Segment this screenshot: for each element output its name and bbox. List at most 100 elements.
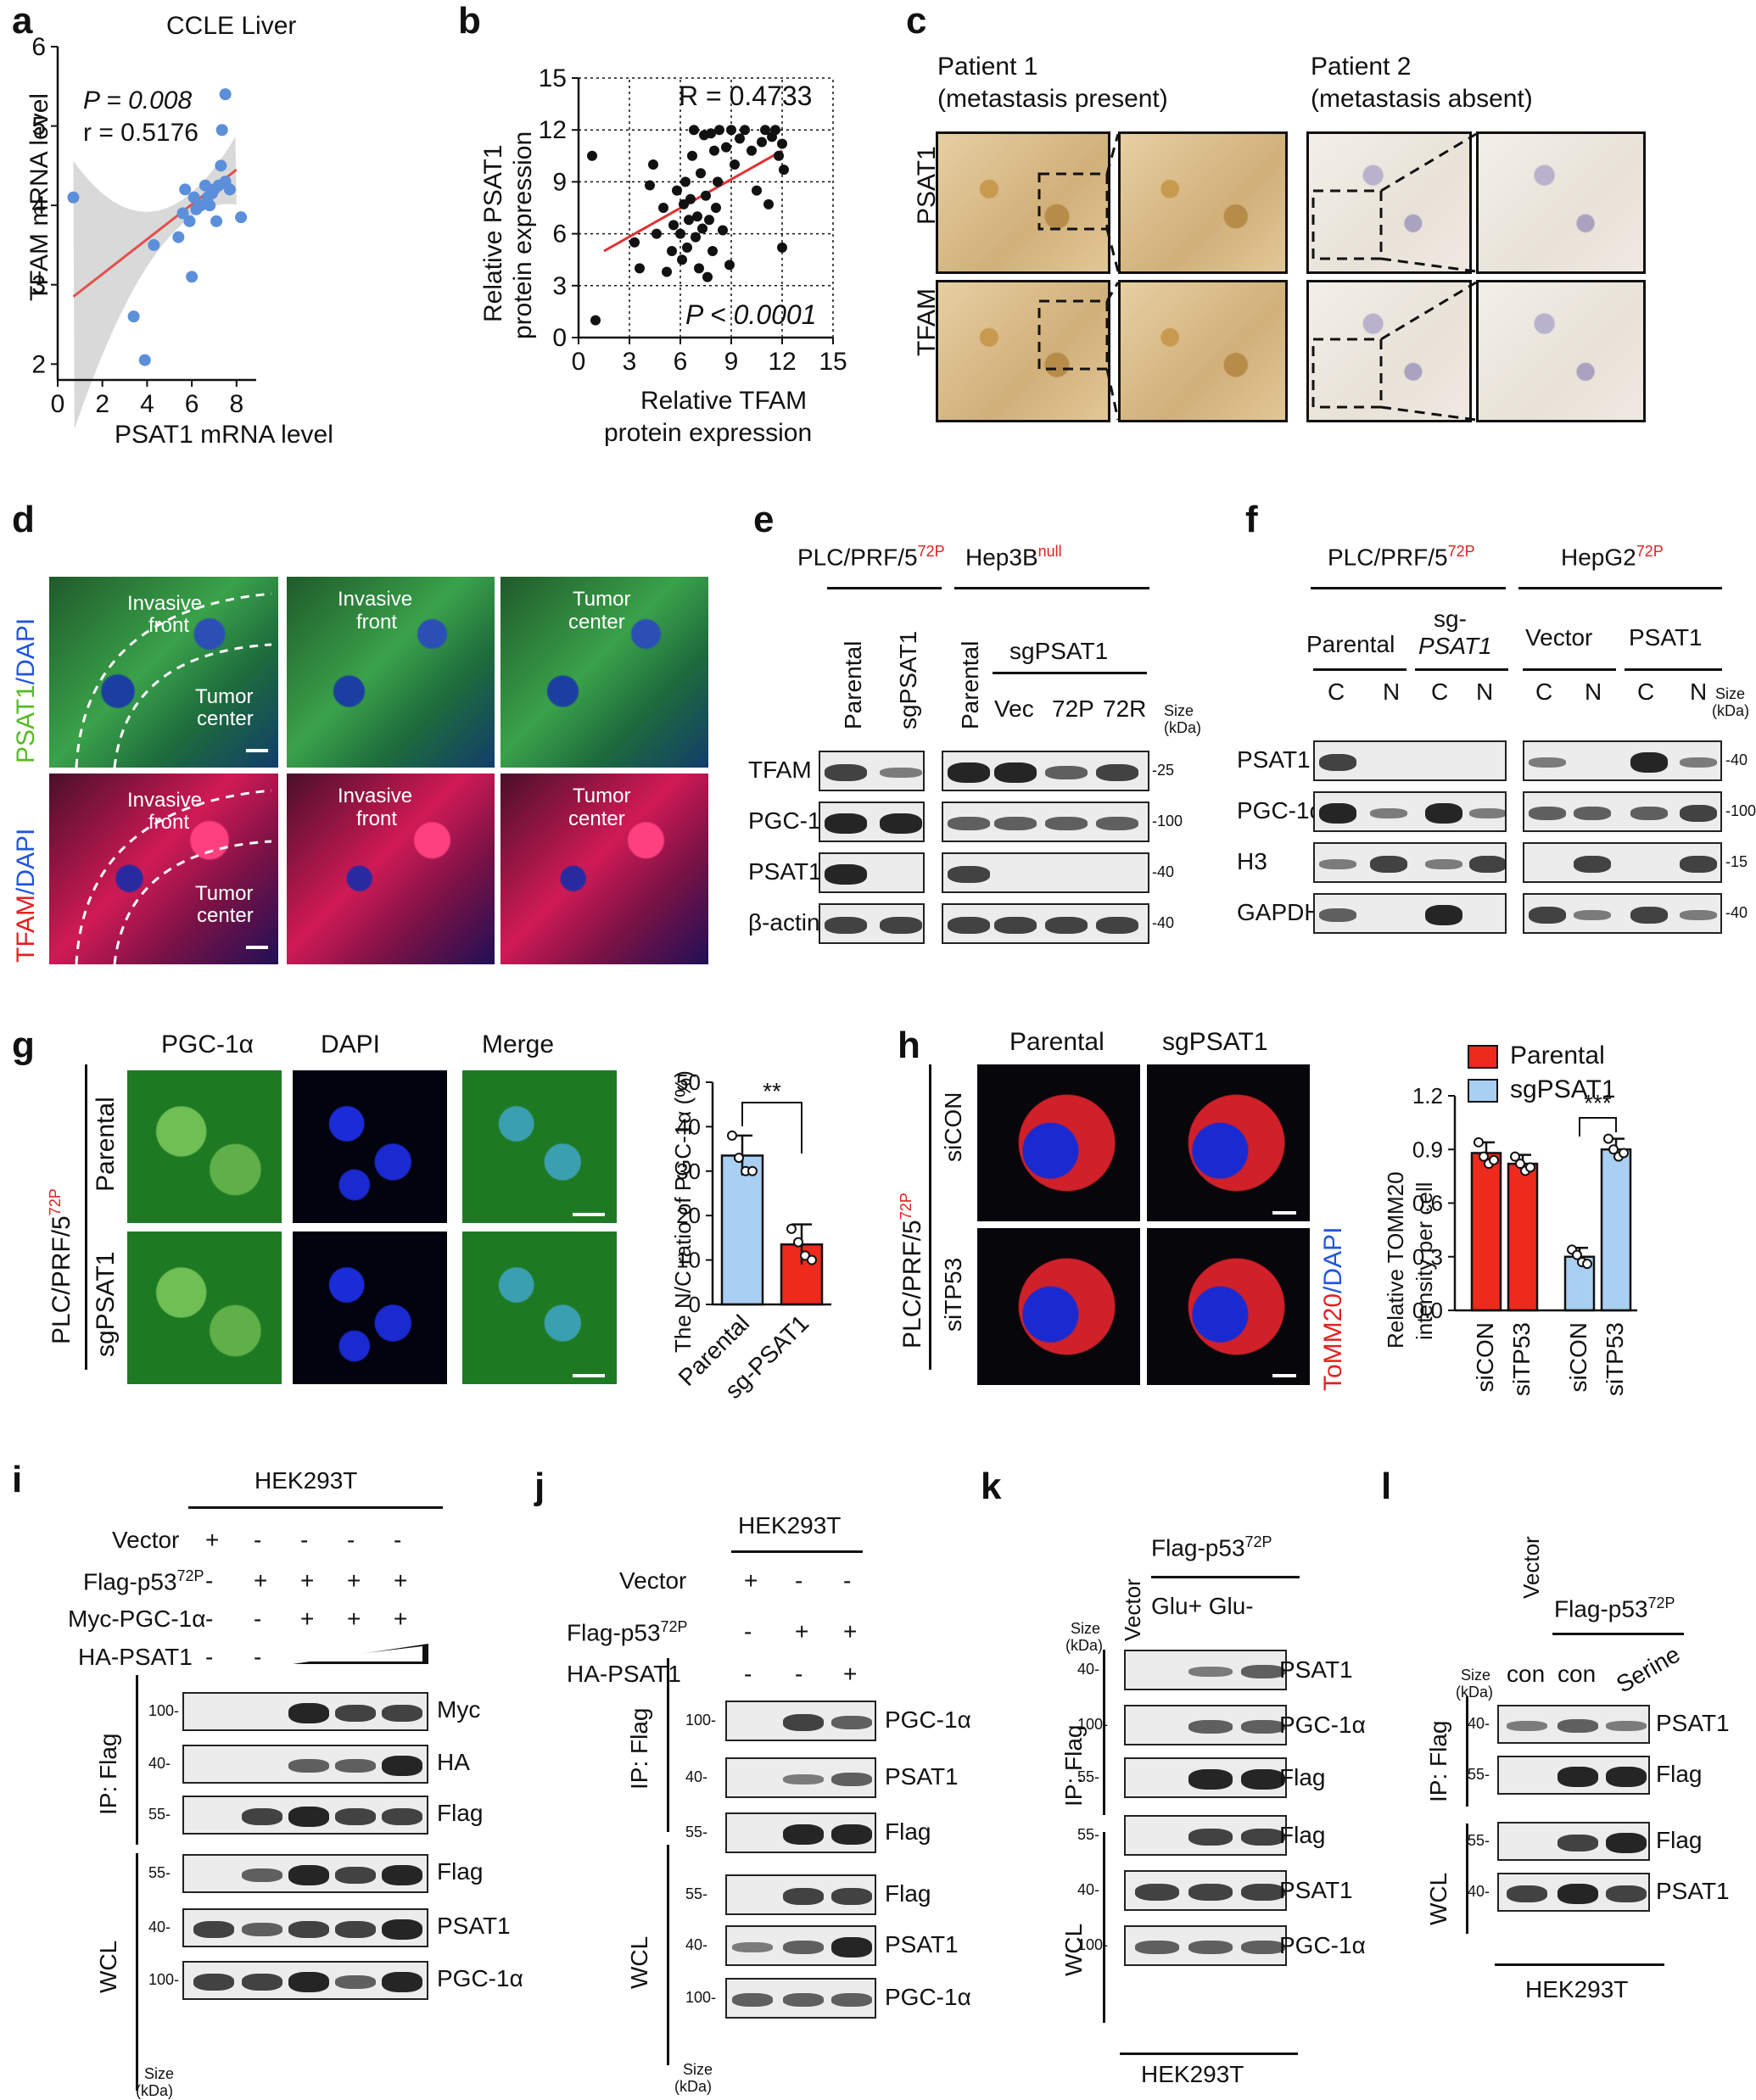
f-blot-left: [1313, 893, 1507, 934]
scatter-point: [629, 237, 640, 248]
i-blot: [182, 1908, 428, 1947]
i-blot: [182, 1961, 428, 2000]
panel-label-a: a: [12, 0, 33, 42]
k-divider: [1151, 1576, 1300, 1578]
g-img-dapi-parental: [293, 1070, 447, 1223]
band: [1630, 752, 1668, 773]
f-div-d: [1625, 668, 1722, 671]
y-tick-label: 30: [676, 1159, 701, 1184]
k-blot-label: Flag: [1279, 1764, 1326, 1790]
i-ip-label: IP: Flag: [95, 1733, 121, 1815]
e-size: Size: [1164, 702, 1194, 719]
j-sign: -: [744, 1661, 752, 1687]
ihc-p2-psat1-zoom: [1476, 131, 1646, 274]
band: [1241, 1884, 1285, 1901]
x-tick-label: 12: [768, 348, 796, 376]
f-blot-right: [1523, 893, 1722, 934]
i-size-marker: 40-: [148, 1755, 171, 1772]
y-tick-label: 3: [552, 272, 567, 300]
k-blot-label: Flag: [1279, 1822, 1326, 1848]
if-psat1-center: [501, 577, 708, 768]
band: [1188, 1769, 1233, 1790]
h-scalebar-2: [1272, 1374, 1296, 1377]
j-size-marker: 100-: [685, 1989, 717, 2006]
l-blot-label: PSAT1: [1656, 1878, 1730, 1904]
k-size-marker: 40-: [1077, 1881, 1100, 1898]
d-center-4: center: [568, 807, 625, 830]
k-glu: Glu+ Glu-: [1151, 1593, 1254, 1619]
f-kda: (kDa): [1712, 702, 1749, 719]
d-invasive-2: Invasive: [338, 588, 413, 611]
data-point: [1479, 1151, 1489, 1162]
scatter-point: [172, 231, 185, 243]
j-size-marker: 40-: [685, 1768, 708, 1785]
band: [242, 1808, 282, 1825]
j-size: Size: [683, 2061, 713, 2078]
g-img-dapi-sg: [293, 1232, 447, 1384]
d-front-3: front: [148, 811, 190, 834]
panel-label-l: l: [1381, 1466, 1392, 1507]
f-blot-left: [1313, 791, 1507, 832]
y-tick-label: 5: [31, 113, 46, 141]
k-size: Size: [1071, 1620, 1101, 1637]
i-sign: +: [394, 1567, 408, 1594]
band: [783, 1774, 824, 1784]
d-tumor-3: Tumor: [195, 882, 254, 905]
d-center-3: center: [197, 904, 254, 927]
h-img-sg-sicon: [1147, 1064, 1310, 1221]
scatter-point: [645, 180, 655, 191]
j-kda: (kDa): [674, 2078, 712, 2095]
h-col-parental: Parental: [1009, 1028, 1104, 1056]
band: [1319, 803, 1356, 824]
j-sign: +: [795, 1618, 809, 1645]
scatter-point: [777, 138, 787, 149]
y-tick-label: 50: [676, 1070, 701, 1095]
band: [1135, 1884, 1179, 1901]
band: [1370, 856, 1407, 873]
band: [1045, 766, 1088, 779]
band: [880, 768, 922, 778]
band: [1241, 1829, 1285, 1846]
scatter-point: [752, 185, 762, 196]
l-cell: HEK293T: [1525, 1976, 1629, 2002]
f-cell2: HepG272P: [1561, 543, 1664, 571]
scatter-point: [223, 183, 236, 196]
j-blot-label: Flag: [885, 1880, 931, 1907]
i-sign: -: [254, 1606, 262, 1632]
f-n-4: N: [1690, 679, 1708, 705]
l-col-con-2: con: [1557, 1661, 1597, 1687]
f-divider-1: [1311, 587, 1506, 589]
d-front-2: front: [356, 611, 398, 634]
e-col-vec: Vec: [994, 695, 1034, 722]
l-divider: [1552, 1633, 1684, 1635]
i-sign: -: [254, 1644, 262, 1670]
j-blot: [725, 1874, 876, 1915]
data-point: [1572, 1249, 1582, 1260]
e-blot-right: [942, 903, 1149, 944]
i-wcl-label: WCL: [95, 1940, 121, 1993]
band: [242, 1974, 282, 1991]
k-blot-label: PSAT1: [1279, 1656, 1353, 1683]
e-kda: (kDa): [1164, 719, 1201, 736]
band: [783, 1941, 824, 1954]
bar: [1470, 1152, 1502, 1312]
e-size-marker: -25: [1152, 762, 1175, 779]
k-blot: [1124, 1870, 1287, 1911]
y-tick-label: 6: [31, 33, 46, 61]
e-divider-2: [954, 587, 1149, 589]
l-kda: (kDa): [1456, 1684, 1493, 1701]
band: [1241, 1769, 1285, 1790]
ihc-p1-tfam-zoom: [1118, 280, 1288, 422]
j-sign: -: [843, 1567, 852, 1594]
patient1-line1: Patient 1: [937, 53, 1038, 81]
scatter-point: [718, 225, 728, 236]
band: [783, 1714, 824, 1731]
band: [1529, 807, 1566, 820]
chart-a-title: CCLE Liver: [166, 12, 297, 40]
significance-stars: **: [763, 1078, 781, 1104]
i-cell: HEK293T: [254, 1467, 358, 1494]
f-c-4: C: [1637, 679, 1655, 705]
scatter-point: [672, 185, 682, 196]
band: [994, 917, 1037, 934]
l-wcl-label: WCL: [1425, 1872, 1451, 1925]
